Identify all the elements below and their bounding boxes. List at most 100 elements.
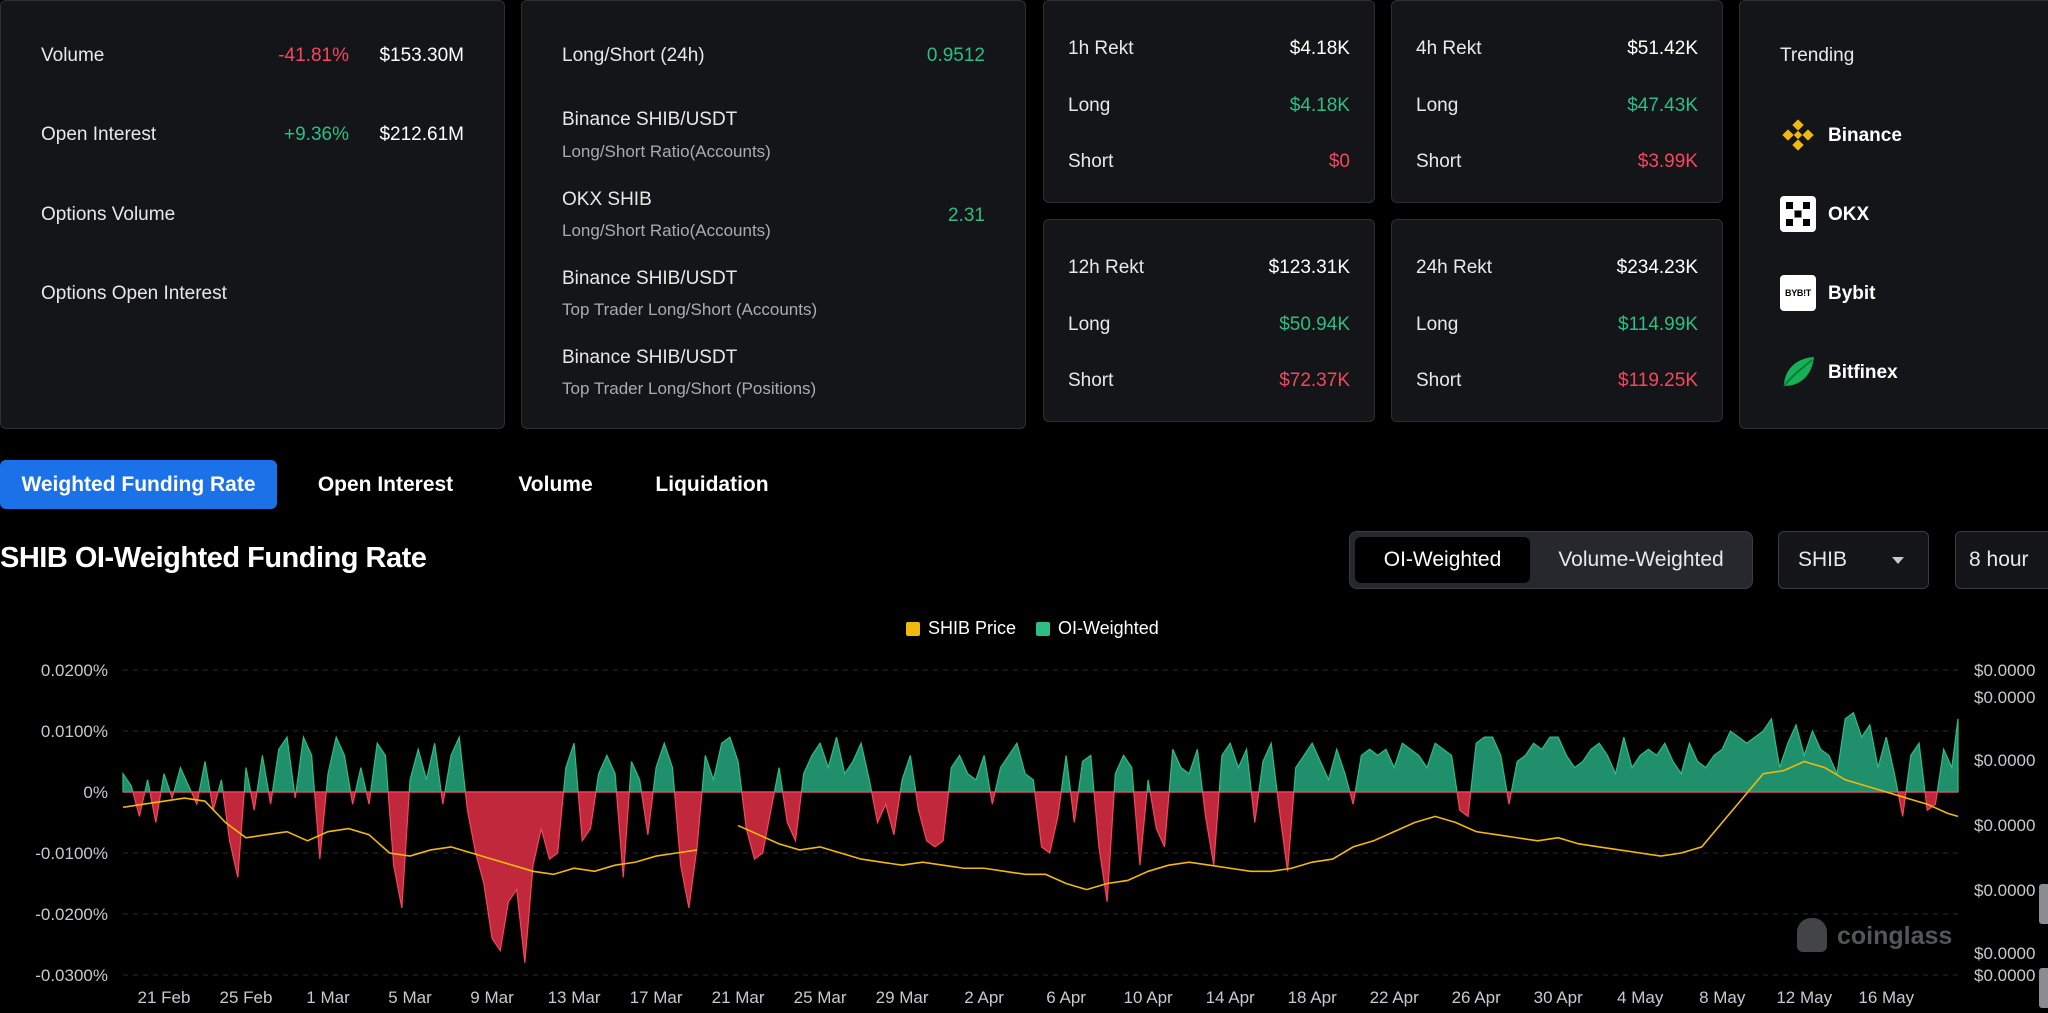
y-right-tick-label: $0.0000 bbox=[1974, 944, 2035, 963]
rekt-short-label: Short bbox=[1068, 151, 1113, 173]
x-tick-label: 6 Apr bbox=[1046, 988, 1086, 1007]
ratio-type-label: Long/Short Ratio(Accounts) bbox=[562, 142, 771, 162]
trending-item-bybit[interactable]: BYB!T Bybit bbox=[1780, 275, 2040, 315]
stat-label: Open Interest bbox=[41, 124, 156, 146]
y-tick-label: 0.0200% bbox=[41, 661, 108, 680]
legend-item-oi-weighted[interactable]: OI-Weighted bbox=[1036, 618, 1166, 640]
long-short-card: Long/Short (24h) 0.9512 Binance SHIB/USD… bbox=[521, 0, 1026, 429]
legend-swatch bbox=[1036, 622, 1050, 636]
shib-price-line bbox=[123, 798, 697, 874]
rekt-title: 4h Rekt bbox=[1416, 38, 1481, 60]
rekt-long-label: Long bbox=[1068, 95, 1110, 117]
trending-item-binance[interactable]: Binance bbox=[1780, 117, 2040, 157]
y-right-tick-label: $0.0000 bbox=[1974, 816, 2035, 835]
long-short-ratio: 0.9512 bbox=[927, 45, 985, 67]
binance-icon bbox=[1780, 117, 1816, 153]
rekt-card-1h: 1h Rekt $4.18K Long $4.18K Short $0 bbox=[1043, 0, 1375, 203]
bitfinex-icon bbox=[1780, 354, 1816, 390]
bybit-icon-text: BYB!T bbox=[1785, 288, 1811, 298]
chart-scroll-handle[interactable] bbox=[2039, 968, 2048, 1008]
x-tick-label: 5 Mar bbox=[388, 988, 432, 1007]
rekt-total: $123.31K bbox=[1269, 257, 1350, 279]
x-tick-label: 18 Apr bbox=[1288, 988, 1337, 1007]
funding-rate-chart[interactable]: 0.0200% 0.0100% 0% -0.0100% -0.0200% -0.0300%… bbox=[0, 653, 2048, 1013]
x-tick-label: 17 Mar bbox=[630, 988, 683, 1007]
exchange-pair-label: Binance SHIB/USDT bbox=[562, 268, 737, 290]
rekt-short-value: $119.25K bbox=[1618, 370, 1698, 392]
y-tick-label: -0.0300% bbox=[35, 966, 108, 985]
x-tick-label: 12 May bbox=[1776, 988, 1832, 1007]
stat-value: $212.61M bbox=[379, 124, 464, 146]
y-tick-label: -0.0200% bbox=[35, 905, 108, 924]
coinglass-logo-icon bbox=[1797, 918, 1827, 952]
y-right-tick-label: $0.0000 bbox=[1974, 661, 2035, 680]
rekt-total: $51.42K bbox=[1627, 38, 1698, 60]
rekt-long-value: $4.18K bbox=[1290, 95, 1350, 117]
rekt-short-label: Short bbox=[1416, 370, 1461, 392]
chevron-down-icon bbox=[1892, 557, 1904, 564]
rekt-long-label: Long bbox=[1068, 314, 1110, 336]
tab-volume[interactable]: Volume bbox=[498, 460, 613, 509]
trending-item-okx[interactable]: OKX bbox=[1780, 196, 2040, 236]
interval-select[interactable]: 8 hour ⇕ bbox=[1955, 531, 2048, 589]
ratio-type-label: Top Trader Long/Short (Positions) bbox=[562, 379, 816, 399]
trending-item-name: Bitfinex bbox=[1828, 362, 1898, 384]
legend-item-shib-price[interactable]: SHIB Price bbox=[906, 618, 1018, 640]
x-tick-label: 25 Feb bbox=[220, 988, 273, 1007]
exchange-pair-label: Binance SHIB/USDT bbox=[562, 109, 737, 131]
x-tick-label: 2 Apr bbox=[964, 988, 1004, 1007]
rekt-title: 24h Rekt bbox=[1416, 257, 1492, 279]
interval-select-value: 8 hour bbox=[1969, 548, 2029, 572]
toggle-oi-weighted[interactable]: OI-Weighted bbox=[1355, 537, 1530, 583]
stat-change: +9.36% bbox=[284, 124, 349, 146]
rekt-total: $234.23K bbox=[1617, 257, 1698, 279]
long-short-title: Long/Short (24h) bbox=[562, 45, 705, 67]
exchange-pair-label: Binance SHIB/USDT bbox=[562, 347, 737, 369]
rekt-card-4h: 4h Rekt $51.42K Long $47.43K Short $3.99… bbox=[1391, 0, 1723, 203]
trending-item-name: Binance bbox=[1828, 125, 1902, 147]
trending-item-bitfinex[interactable]: Bitfinex bbox=[1780, 354, 2040, 394]
stat-label: Options Volume bbox=[41, 204, 175, 226]
legend-swatch bbox=[906, 622, 920, 636]
toggle-volume-weighted[interactable]: Volume-Weighted bbox=[1535, 537, 1747, 583]
stat-label: Volume bbox=[41, 45, 104, 67]
trending-item-name: Bybit bbox=[1828, 283, 1876, 305]
tab-liquidation[interactable]: Liquidation bbox=[638, 460, 786, 509]
x-tick-label: 16 May bbox=[1858, 988, 1914, 1007]
tab-open-interest[interactable]: Open Interest bbox=[298, 460, 473, 509]
y-tick-label: 0.0100% bbox=[41, 722, 108, 741]
rekt-long-value: $114.99K bbox=[1618, 314, 1698, 336]
chart-scroll-handle[interactable] bbox=[2039, 884, 2048, 924]
x-tick-label: 26 Apr bbox=[1452, 988, 1501, 1007]
ratio-type-label: Long/Short Ratio(Accounts) bbox=[562, 221, 771, 241]
x-tick-label: 9 Mar bbox=[470, 988, 514, 1007]
x-tick-label: 22 Apr bbox=[1370, 988, 1419, 1007]
x-tick-label: 21 Feb bbox=[138, 988, 191, 1007]
tab-weighted-funding-rate[interactable]: Weighted Funding Rate bbox=[0, 460, 277, 509]
rekt-title: 12h Rekt bbox=[1068, 257, 1144, 279]
y-right-tick-label: $0.0000 bbox=[1974, 688, 2035, 707]
stat-value: $153.30M bbox=[379, 45, 464, 67]
x-tick-label: 21 Mar bbox=[712, 988, 765, 1007]
stat-label: Options Open Interest bbox=[41, 283, 227, 305]
market-stats-card: Volume -41.81% $153.30M Open Interest +9… bbox=[0, 0, 505, 429]
coin-select[interactable]: SHIB bbox=[1778, 531, 1929, 589]
rekt-title: 1h Rekt bbox=[1068, 38, 1133, 60]
oi-weighted-positive-area bbox=[123, 713, 1958, 792]
rekt-short-value: $0 bbox=[1329, 151, 1350, 173]
x-tick-label: 4 May bbox=[1617, 988, 1664, 1007]
x-tick-label: 30 Apr bbox=[1534, 988, 1583, 1007]
x-tick-label: 25 Mar bbox=[794, 988, 847, 1007]
bybit-icon: BYB!T bbox=[1780, 275, 1816, 311]
trending-title: Trending bbox=[1780, 45, 1854, 67]
chart-title: SHIB OI-Weighted Funding Rate bbox=[0, 542, 426, 575]
x-tick-label: 29 Mar bbox=[876, 988, 929, 1007]
ratio-value: 2.31 bbox=[948, 205, 985, 227]
rekt-card-12h: 12h Rekt $123.31K Long $50.94K Short $72… bbox=[1043, 219, 1375, 422]
rekt-long-label: Long bbox=[1416, 314, 1458, 336]
okx-icon bbox=[1780, 196, 1816, 232]
y-right-tick-label: $0.0000 bbox=[1974, 966, 2035, 985]
y-right-tick-label: $0.0000 bbox=[1974, 881, 2035, 900]
ratio-type-label: Top Trader Long/Short (Accounts) bbox=[562, 300, 817, 320]
legend-label: SHIB Price bbox=[928, 618, 1016, 639]
